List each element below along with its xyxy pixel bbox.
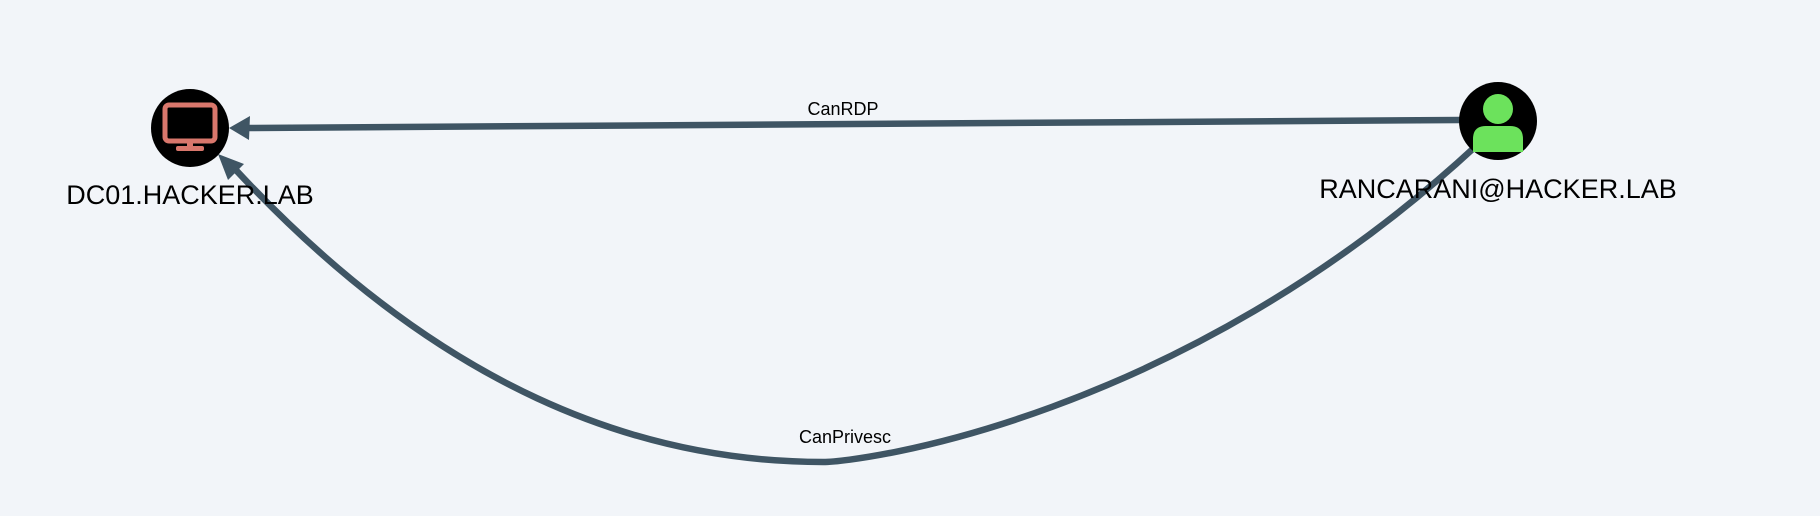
- edge-canprivesc-line[interactable]: [230, 142, 1480, 466]
- user-icon: [1473, 94, 1523, 152]
- edge-canprivesc-label: CanPrivesc: [799, 427, 891, 447]
- edge-canrdp-line[interactable]: [244, 116, 1464, 132]
- edge-canrdp-arrowhead: [229, 116, 250, 140]
- node-dc01[interactable]: DC01.HACKER.LAB: [66, 89, 314, 210]
- node-dc01-circle[interactable]: [151, 89, 229, 167]
- edge-canrdp[interactable]: CanRDP: [229, 99, 1464, 140]
- edge-canprivesc-arrowhead: [218, 154, 244, 180]
- edge-canprivesc[interactable]: CanPrivesc: [218, 142, 1480, 466]
- monitor-icon: [162, 102, 218, 151]
- node-rancarani[interactable]: RANCARANI@HACKER.LAB: [1319, 82, 1677, 204]
- node-rancarani-label: RANCARANI@HACKER.LAB: [1319, 174, 1677, 204]
- node-dc01-label: DC01.HACKER.LAB: [66, 180, 314, 210]
- edge-canrdp-label: CanRDP: [807, 99, 878, 119]
